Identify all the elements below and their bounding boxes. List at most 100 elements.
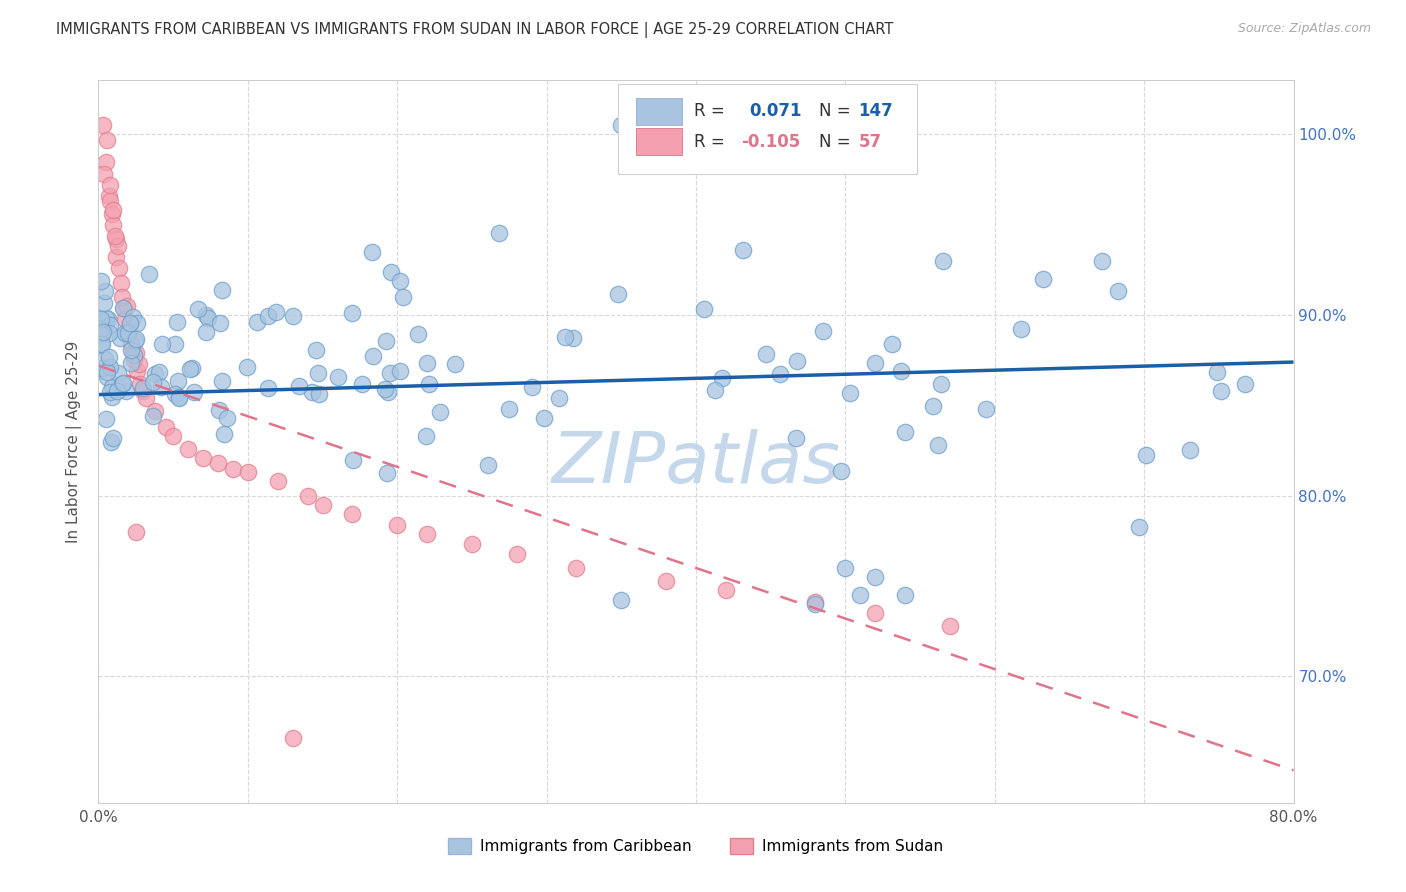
Point xyxy=(96,133,118,147)
Point xyxy=(392,290,415,304)
Point xyxy=(929,376,952,391)
Point xyxy=(118,317,141,331)
Point xyxy=(533,410,555,425)
Point xyxy=(710,371,733,385)
Point xyxy=(103,203,125,218)
Point xyxy=(121,346,143,360)
Point xyxy=(374,382,396,396)
Point xyxy=(124,353,146,368)
Text: Source: ZipAtlas.com: Source: ZipAtlas.com xyxy=(1237,22,1371,36)
Point xyxy=(96,311,118,326)
Point xyxy=(96,412,118,426)
Point xyxy=(236,465,259,479)
Point xyxy=(100,318,122,333)
Point xyxy=(125,332,148,346)
Point xyxy=(301,384,323,399)
Point xyxy=(342,452,364,467)
Point xyxy=(287,379,309,393)
Point xyxy=(103,432,125,446)
Point xyxy=(93,295,115,310)
Point xyxy=(191,450,214,465)
Point xyxy=(267,475,290,489)
FancyBboxPatch shape xyxy=(637,97,682,125)
Point xyxy=(128,357,150,371)
Text: IMMIGRANTS FROM CARIBBEAN VS IMMIGRANTS FROM SUDAN IN LABOR FORCE | AGE 25-29 CO: IMMIGRANTS FROM CARIBBEAN VS IMMIGRANTS … xyxy=(56,22,894,38)
Point xyxy=(565,561,588,575)
Point xyxy=(863,356,886,370)
Point xyxy=(804,597,827,611)
Point xyxy=(922,400,945,414)
Point xyxy=(100,390,122,404)
Point xyxy=(118,317,141,331)
Point xyxy=(107,367,129,381)
Point xyxy=(93,167,115,181)
Point xyxy=(162,429,184,443)
Point xyxy=(163,387,186,401)
Point xyxy=(114,384,136,399)
Text: R =: R = xyxy=(693,103,724,120)
Point xyxy=(1211,384,1233,398)
Point xyxy=(143,404,166,418)
Point xyxy=(208,403,231,417)
Point xyxy=(849,588,872,602)
Point xyxy=(714,582,737,597)
Point xyxy=(785,431,807,445)
Text: 147: 147 xyxy=(859,103,893,120)
Point xyxy=(610,593,633,607)
Point xyxy=(562,331,585,345)
Point xyxy=(125,317,148,331)
Point xyxy=(308,387,330,401)
Point xyxy=(138,267,160,281)
Text: N =: N = xyxy=(820,133,851,151)
Point xyxy=(429,405,451,419)
Point xyxy=(90,322,112,336)
Point xyxy=(377,384,399,399)
Point xyxy=(211,283,233,297)
Point xyxy=(129,376,152,391)
Point xyxy=(1032,272,1054,286)
Point xyxy=(98,326,121,340)
Point xyxy=(135,391,157,405)
Point xyxy=(150,380,173,394)
Point xyxy=(114,326,136,340)
Point xyxy=(112,376,135,390)
Point xyxy=(101,207,124,221)
Point xyxy=(100,434,122,449)
Point xyxy=(257,381,280,395)
Point xyxy=(890,364,912,378)
Point xyxy=(385,517,409,532)
Point xyxy=(607,287,630,301)
Point xyxy=(388,364,411,378)
Point xyxy=(264,305,287,319)
Point xyxy=(98,359,121,374)
Point xyxy=(183,385,205,400)
Point xyxy=(143,367,166,381)
Point xyxy=(207,456,229,470)
Point xyxy=(112,301,135,315)
Point xyxy=(90,337,112,351)
Point xyxy=(90,361,112,376)
Point xyxy=(328,369,350,384)
Point xyxy=(125,346,148,360)
Point xyxy=(125,524,148,539)
Text: 57: 57 xyxy=(859,133,882,151)
Point xyxy=(97,311,120,326)
Text: ZIPatlas: ZIPatlas xyxy=(551,429,841,498)
Point xyxy=(132,381,155,395)
Point xyxy=(554,330,576,344)
Point xyxy=(461,537,484,551)
Point xyxy=(498,401,520,416)
Point xyxy=(865,606,887,620)
Text: 0.071: 0.071 xyxy=(749,103,803,120)
Point xyxy=(98,194,122,209)
Point xyxy=(215,410,238,425)
Point xyxy=(117,326,139,340)
Point xyxy=(90,327,112,342)
Point xyxy=(1010,322,1032,336)
Point xyxy=(97,189,120,203)
Point xyxy=(880,337,903,351)
Text: R =: R = xyxy=(693,133,724,151)
Point xyxy=(91,119,114,133)
Point xyxy=(378,366,401,380)
Point xyxy=(177,442,200,456)
